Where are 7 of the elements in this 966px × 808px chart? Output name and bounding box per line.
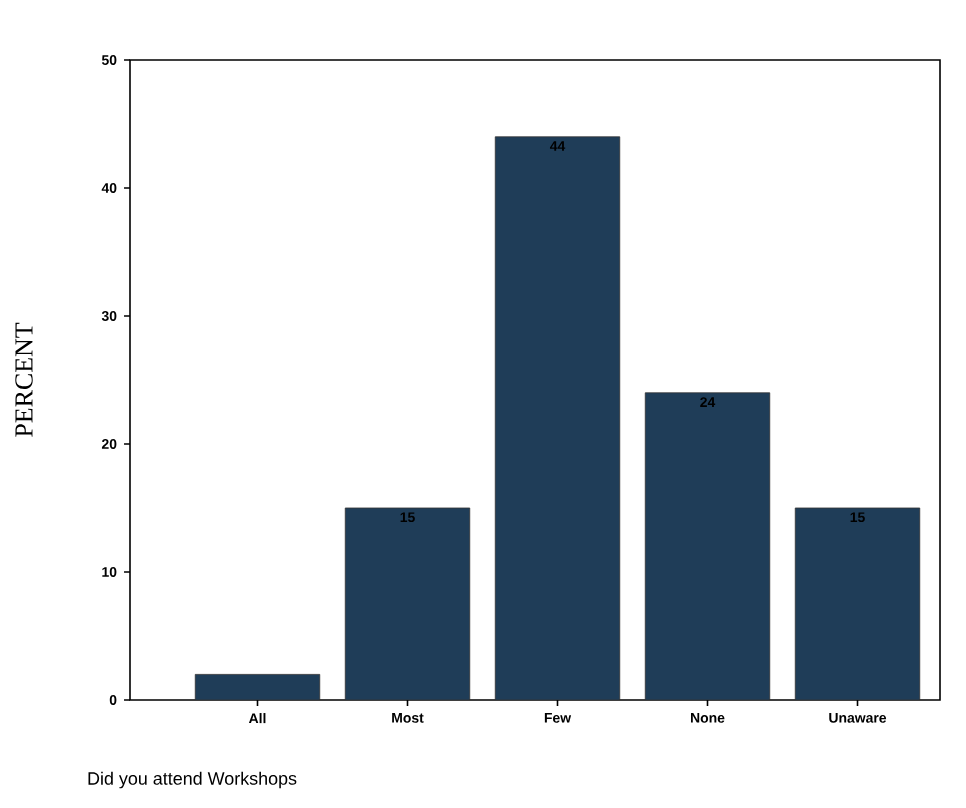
- x-axis-title: Did you attend Workshops: [88, 771, 297, 789]
- y-axis-title: PERCENT: [15, 322, 33, 437]
- bar: [195, 674, 320, 700]
- bar: [345, 508, 470, 700]
- bar: [495, 136, 620, 700]
- bar: [794, 507, 921, 700]
- bar: [645, 392, 770, 700]
